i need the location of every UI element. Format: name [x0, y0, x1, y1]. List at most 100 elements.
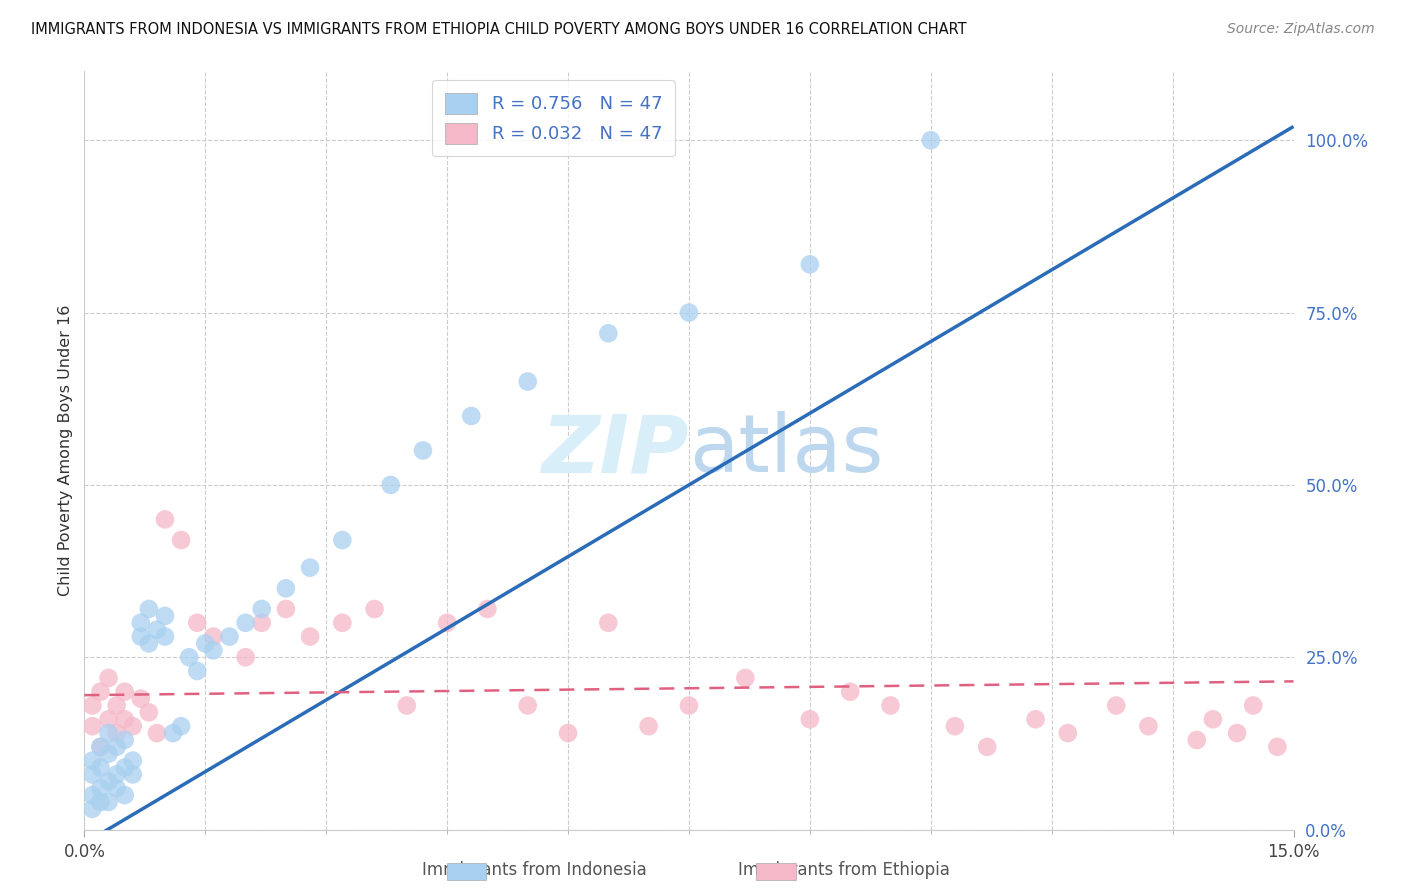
Point [186, 615, 208, 630]
Point [89, 795, 111, 809]
Point [516, 698, 538, 713]
Point [129, 630, 152, 644]
Y-axis label: Child Poverty Among Boys Under 16: Child Poverty Among Boys Under 16 [58, 305, 73, 596]
Point [557, 726, 579, 740]
Point [82, 698, 104, 713]
Point [170, 533, 193, 547]
Point [1185, 733, 1208, 747]
Point [412, 443, 434, 458]
Point [97, 671, 120, 685]
Point [1137, 719, 1160, 733]
Text: atlas: atlas [689, 411, 883, 490]
Legend: R = 0.756   N = 47, R = 0.032   N = 47: R = 0.756 N = 47, R = 0.032 N = 47 [432, 80, 675, 156]
Point [274, 602, 297, 616]
Point [129, 691, 152, 706]
Point [1105, 698, 1128, 713]
Point [97, 747, 120, 761]
Point [105, 767, 128, 781]
Point [89, 739, 111, 754]
Point [799, 257, 821, 271]
Point [153, 608, 176, 623]
Point [138, 602, 160, 616]
Point [678, 698, 700, 713]
Point [250, 615, 273, 630]
Point [121, 754, 143, 768]
Point [129, 615, 152, 630]
Point [943, 719, 966, 733]
Point [97, 795, 120, 809]
Point [121, 719, 143, 733]
Point [598, 326, 620, 341]
Point [194, 636, 217, 650]
Point [82, 788, 104, 802]
Point [153, 630, 176, 644]
Point [637, 719, 659, 733]
Point [879, 698, 901, 713]
Point [105, 739, 128, 754]
Point [82, 754, 104, 768]
Point [330, 615, 353, 630]
Point [114, 760, 136, 774]
Point [170, 719, 193, 733]
Point [235, 650, 257, 665]
Point [1025, 712, 1047, 726]
Point [976, 739, 998, 754]
Point [138, 706, 160, 720]
Point [89, 739, 111, 754]
Point [839, 684, 862, 698]
Point [363, 602, 385, 616]
Point [436, 615, 458, 630]
Point [162, 726, 184, 740]
Point [105, 781, 128, 796]
Point [105, 698, 128, 713]
Point [89, 760, 111, 774]
Point [114, 733, 136, 747]
Point [1267, 739, 1289, 754]
Point [380, 478, 402, 492]
Text: ZIP: ZIP [541, 411, 689, 490]
Point [477, 602, 499, 616]
Point [82, 802, 104, 816]
Point [274, 582, 297, 596]
Point [920, 133, 942, 147]
Text: IMMIGRANTS FROM INDONESIA VS IMMIGRANTS FROM ETHIOPIA CHILD POVERTY AMONG BOYS U: IMMIGRANTS FROM INDONESIA VS IMMIGRANTS … [31, 22, 966, 37]
Point [153, 512, 176, 526]
Point [1226, 726, 1249, 740]
Point [734, 671, 756, 685]
Point [89, 684, 111, 698]
Text: Immigrants from Indonesia: Immigrants from Indonesia [422, 861, 647, 879]
Text: Immigrants from Ethiopia: Immigrants from Ethiopia [738, 861, 949, 879]
Point [105, 726, 128, 740]
Point [121, 767, 143, 781]
Point [299, 560, 322, 574]
Point [1202, 712, 1225, 726]
Point [89, 781, 111, 796]
Point [330, 533, 353, 547]
Point [114, 788, 136, 802]
Point [1056, 726, 1078, 740]
Point [97, 726, 120, 740]
Point [235, 615, 257, 630]
Point [114, 684, 136, 698]
Point [1241, 698, 1264, 713]
Point [82, 719, 104, 733]
Point [82, 767, 104, 781]
Point [97, 774, 120, 789]
Point [97, 712, 120, 726]
Point [179, 650, 201, 665]
Text: Source: ZipAtlas.com: Source: ZipAtlas.com [1227, 22, 1375, 37]
Point [250, 602, 273, 616]
Point [202, 643, 225, 657]
Point [218, 630, 240, 644]
Point [114, 712, 136, 726]
Point [299, 630, 322, 644]
Point [799, 712, 821, 726]
Point [138, 636, 160, 650]
Point [516, 375, 538, 389]
Point [395, 698, 418, 713]
Point [146, 623, 169, 637]
Point [460, 409, 482, 423]
Point [202, 630, 225, 644]
Point [598, 615, 620, 630]
Point [146, 726, 169, 740]
